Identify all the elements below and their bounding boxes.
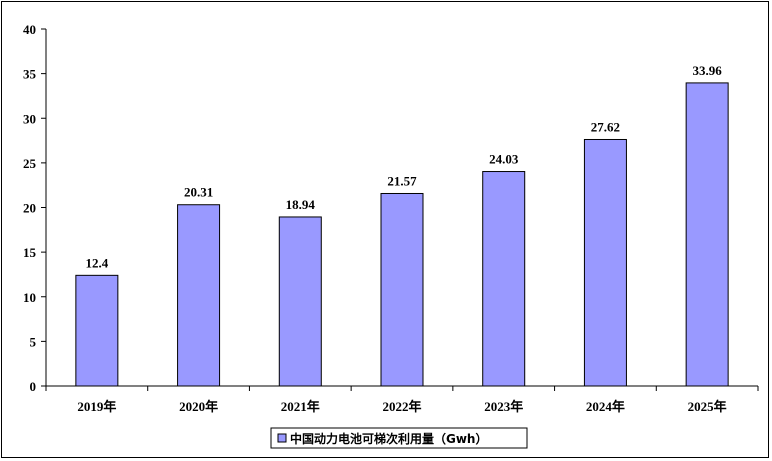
bar [482, 171, 526, 387]
bars [75, 82, 729, 387]
data-label: 33.96 [693, 63, 723, 78]
data-label: 20.31 [184, 185, 213, 200]
y-tick-label: 30 [23, 111, 36, 126]
bar [177, 204, 221, 387]
data-label: 27.62 [591, 119, 620, 134]
x-tick-label: 2024年 [586, 399, 625, 414]
x-tick-label: 2019年 [77, 399, 116, 414]
data-label: 12.4 [85, 255, 108, 270]
y-tick-label: 5 [30, 334, 37, 349]
y-axis: 0 5 10 15 20 25 30 35 40 [23, 22, 47, 394]
x-tick-label: 2025年 [688, 399, 727, 414]
x-tick-label: 2023年 [484, 399, 523, 414]
legend-box [270, 427, 528, 449]
bar [75, 274, 119, 387]
x-tick-label: 2021年 [281, 399, 320, 414]
legend-swatch [277, 433, 287, 443]
x-tick-label: 2020年 [179, 399, 218, 414]
y-tick-label: 15 [23, 245, 37, 260]
y-tick-label: 10 [23, 290, 36, 305]
y-tick-label: 25 [23, 156, 37, 171]
x-tick-label: 2022年 [382, 399, 421, 414]
y-tick-label: 40 [23, 22, 36, 37]
y-tick-label: 0 [30, 379, 37, 394]
bar [380, 192, 424, 387]
data-label: 21.57 [387, 173, 417, 188]
y-tick-label: 35 [23, 67, 37, 82]
data-labels: 12.4 20.31 18.94 21.57 24.03 27.62 33.96 [85, 63, 722, 270]
bar [278, 216, 322, 387]
x-axis: 2019年 2020年 2021年 2022年 2023年 2024年 2025年 [45, 385, 759, 414]
bar [583, 138, 627, 387]
legend: 中国动力电池可梯次利用量（Gwh） [270, 427, 528, 449]
data-label: 18.94 [286, 197, 316, 212]
bar [685, 82, 729, 387]
data-label: 24.03 [489, 152, 519, 167]
legend-label: 中国动力电池可梯次利用量（Gwh） [290, 431, 487, 446]
y-tick-label: 20 [23, 201, 36, 216]
